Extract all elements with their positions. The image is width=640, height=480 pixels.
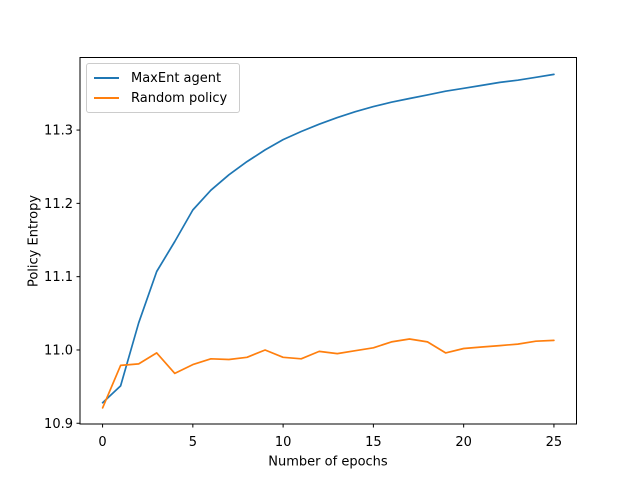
random-policy-line xyxy=(101,338,555,409)
legend-item-maxent-agent: MaxEnt agent xyxy=(94,70,231,86)
x-tick-label: 0 xyxy=(98,435,106,450)
y-tick-label: 10.9 xyxy=(44,417,73,432)
y-tick-label: 11.1 xyxy=(44,270,73,285)
y-tick-label: 11.0 xyxy=(44,343,73,358)
legend-label-random-policy: Random policy xyxy=(131,90,228,106)
y-tick-label: 11.2 xyxy=(44,197,73,212)
x-tick-label: 10 xyxy=(275,435,292,450)
legend-swatch-random-policy xyxy=(94,97,119,99)
x-tick-label: 20 xyxy=(455,435,472,450)
y-axis-label: Policy Entropy xyxy=(26,194,42,288)
legend: MaxEnt agent Random policy xyxy=(86,63,240,113)
x-tick-label: 15 xyxy=(365,435,382,450)
axes-frame xyxy=(79,57,577,425)
legend-item-random-policy: Random policy xyxy=(94,90,231,106)
legend-swatch-maxent-agent xyxy=(94,77,119,79)
x-axis-label: Number of epochs xyxy=(268,454,388,470)
x-tick-label: 25 xyxy=(546,435,563,450)
y-tick-label: 11.3 xyxy=(44,124,73,139)
legend-label-maxent-agent: MaxEnt agent xyxy=(131,70,222,86)
maxent-agent-line xyxy=(101,73,555,404)
x-tick-label: 5 xyxy=(189,435,197,450)
